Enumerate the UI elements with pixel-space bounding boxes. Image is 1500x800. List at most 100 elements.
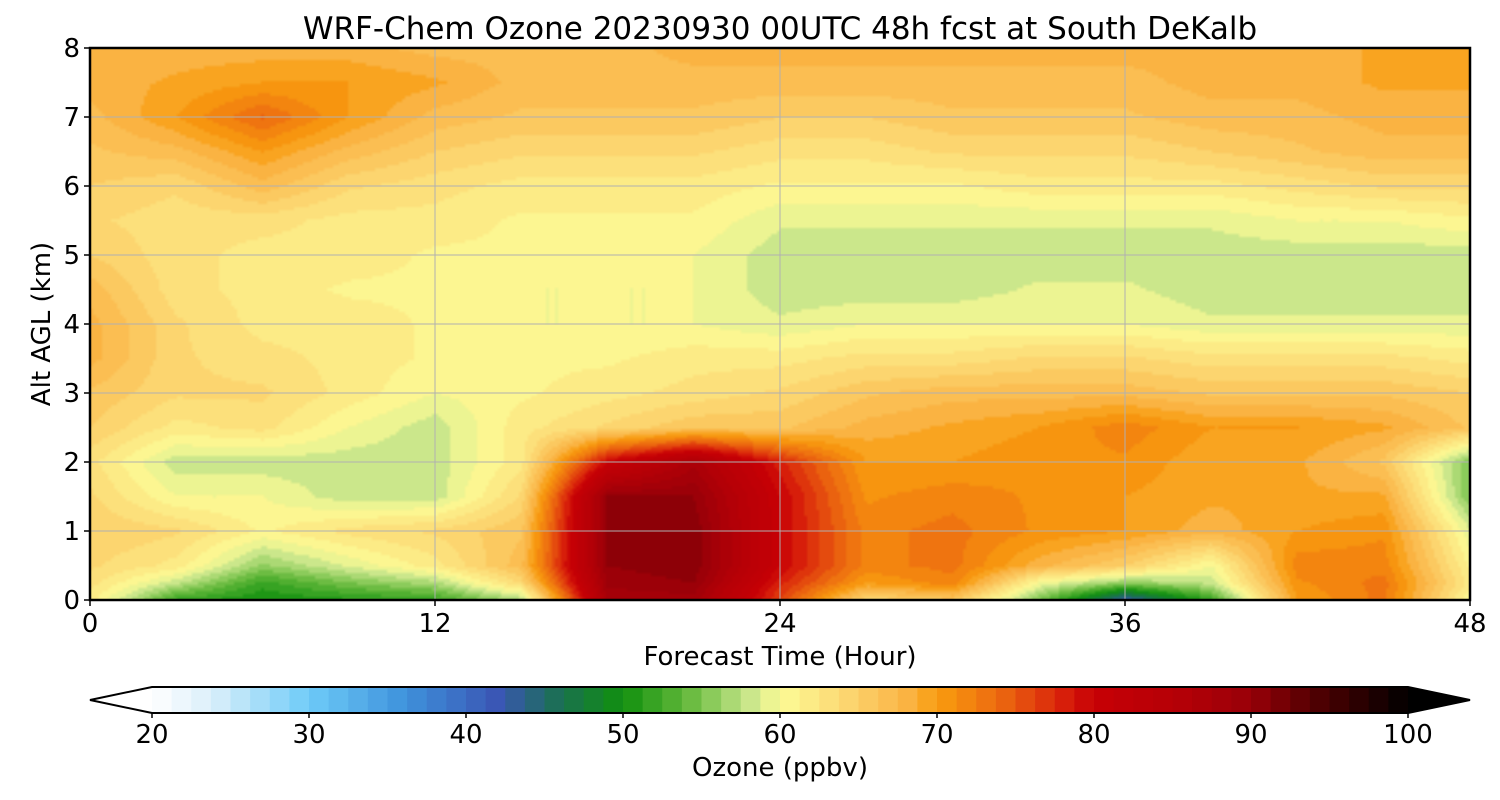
chart-title: WRF-Chem Ozone 20230930 00UTC 48h fcst a… [303,11,1257,47]
y-tick-label: 2 [63,448,80,478]
colorbar-segment [328,687,349,713]
colorbar-segment [1113,687,1134,713]
colorbar-segment [1368,687,1389,713]
x-tick-label: 0 [82,609,99,639]
colorbar-segment [681,687,703,713]
colorbar-segment [348,687,369,713]
colorbar-segment [387,687,408,713]
colorbar-segment [564,687,585,713]
colorbar-segment [1054,687,1075,713]
colorbar: 20 30 40 50 60 70 80 90 100 Ozone (ppbv) [89,686,1471,783]
colorbar-segment [446,687,467,713]
colorbar-segment [1329,687,1350,713]
colorbar-segment [269,687,290,713]
colorbar-segment [1074,687,1095,713]
colorbar-tick-label: 70 [920,720,953,750]
colorbar-label: Ozone (ppbv) [692,753,868,783]
x-tick-label: 48 [1453,609,1486,639]
colorbar-segment [1290,687,1311,713]
colorbar-tick-label: 50 [606,720,639,750]
colorbar-segment [466,687,487,713]
colorbar-segment [426,687,447,713]
colorbar-segment [937,687,958,713]
colorbar-extend-max [1408,687,1470,713]
colorbar-segment [250,687,271,713]
colorbar-segment [171,687,192,713]
colorbar-segment [407,687,428,713]
colorbar-tick-label: 20 [135,720,168,750]
colorbar-segment [623,687,644,713]
colorbar-segment [976,687,997,713]
colorbar-segment [152,687,173,713]
x-tick-label: 24 [763,609,796,639]
colorbar-segment [505,687,526,713]
colorbar-extend-min [90,687,152,713]
colorbar-segment [603,687,624,713]
colorbar-segment [1270,687,1291,713]
colorbar-segment [721,687,742,713]
y-tick-label: 1 [63,517,80,547]
colorbar-segment [1172,687,1193,713]
colorbar-segment [956,687,977,713]
colorbar-segment [191,687,212,713]
colorbar-segment [701,687,722,713]
colorbar-ticks: 20 30 40 50 60 70 80 90 100 [135,713,1433,750]
x-axis: 0 12 24 36 48 [82,600,1487,639]
colorbar-segment [485,687,506,713]
colorbar-segment [1094,687,1115,713]
colorbar-segment [309,687,330,713]
colorbar-segment [995,687,1017,713]
colorbar-segment [878,687,899,713]
colorbar-segment [740,687,761,713]
y-tick-label: 5 [63,241,80,271]
colorbar-fill [90,687,1470,713]
colorbar-segment [230,687,251,713]
colorbar-segment [289,687,310,713]
colorbar-segment [1349,687,1370,713]
colorbar-segment [1035,687,1056,713]
colorbar-segment [1231,687,1252,713]
y-tick-label: 8 [63,34,80,64]
y-axis: 0 1 2 3 4 5 6 7 8 [63,34,90,616]
colorbar-segment [1192,687,1213,713]
colorbar-segment [1251,687,1272,713]
colorbar-segment [897,687,918,713]
colorbar-segment [210,687,232,713]
y-tick-label: 0 [63,586,80,616]
colorbar-segment [799,687,820,713]
y-tick-label: 7 [63,103,80,133]
colorbar-segment [1152,687,1174,713]
colorbar-segment [1388,687,1409,713]
colorbar-segment [583,687,604,713]
colorbar-segment [544,687,565,713]
colorbar-segment [367,687,389,713]
colorbar-tick-label: 60 [763,720,796,750]
y-tick-label: 4 [63,310,80,340]
grid-lines [90,48,1470,600]
x-tick-label: 12 [418,609,451,639]
colorbar-tick-label: 100 [1383,720,1433,750]
colorbar-segment [858,687,879,713]
x-axis-label: Forecast Time (Hour) [643,642,916,672]
colorbar-tick-label: 90 [1234,720,1267,750]
colorbar-segment [838,687,860,713]
colorbar-segment [524,687,546,713]
x-tick-label: 36 [1108,609,1141,639]
colorbar-tick-label: 80 [1077,720,1110,750]
colorbar-segment [760,687,781,713]
colorbar-tick-label: 30 [292,720,325,750]
y-tick-label: 6 [63,172,80,202]
colorbar-segment [1015,687,1036,713]
colorbar-segment [819,687,840,713]
colorbar-segment [917,687,938,713]
colorbar-segment [662,687,683,713]
colorbar-segment [780,687,801,713]
y-axis-label: Alt AGL (km) [27,242,57,406]
colorbar-segment [642,687,663,713]
colorbar-tick-label: 40 [449,720,482,750]
y-tick-label: 3 [63,379,80,409]
colorbar-segment [1309,687,1331,713]
colorbar-segment [1133,687,1154,713]
colorbar-segment [1211,687,1232,713]
